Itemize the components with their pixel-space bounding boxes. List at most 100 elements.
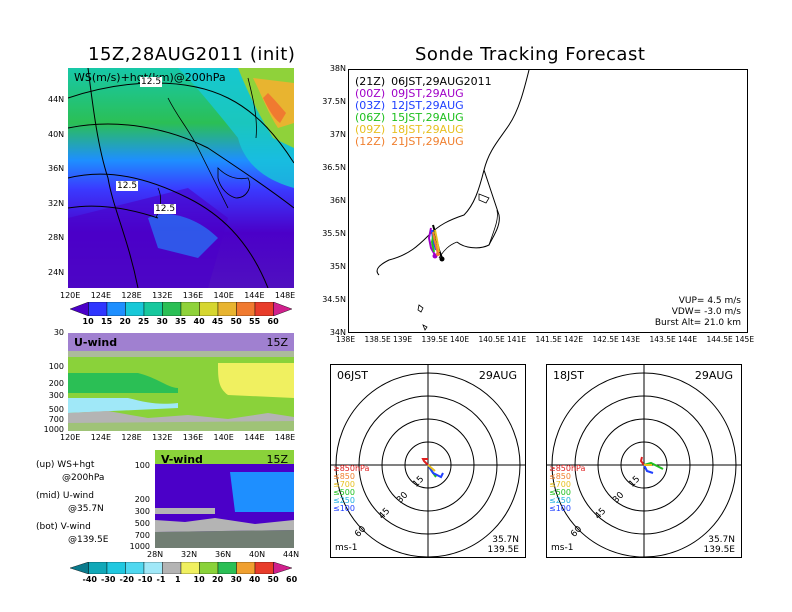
colorbar-swatch bbox=[180, 562, 200, 574]
lon-tick: 136E bbox=[182, 291, 204, 300]
colorbar-swatch bbox=[217, 562, 237, 574]
lon-tick: 148E bbox=[274, 433, 296, 442]
burst-alt-text: Burst Alt= 21.0 km bbox=[654, 318, 741, 328]
lon-tick: 141.5E bbox=[535, 335, 562, 344]
hodo-time: 18JST bbox=[553, 369, 584, 382]
hodograph-06jst: 06JST 29AUG 15 30 45 60 ≥850hPa ≤850 ≤700 ≤… bbox=[330, 364, 526, 558]
lat-tick: 35.5N bbox=[322, 229, 346, 238]
colorbar-value: 30 bbox=[156, 317, 168, 326]
colorbar-swatch bbox=[125, 302, 145, 316]
pressure-tick: 300 bbox=[134, 507, 150, 516]
lon-tick: 132E bbox=[152, 291, 173, 300]
pressure-level-label: ≤700 bbox=[333, 480, 355, 489]
lon-tick: 138E bbox=[336, 335, 356, 344]
track-legend-entry: (06Z) 15JST,29AUG bbox=[355, 112, 492, 123]
v-wind-time: 15Z bbox=[266, 453, 288, 466]
pressure-tick: 500 bbox=[48, 405, 64, 414]
hodo-levels: ≥850hPa ≤850 ≤700 ≤500 ≤250 ≤100 bbox=[549, 465, 585, 513]
pressure-tick: 200 bbox=[134, 495, 150, 504]
colorbar-swatch bbox=[254, 302, 274, 316]
u-wind-panel: U-wind 15Z bbox=[68, 333, 294, 431]
colorbar-value: 20 bbox=[212, 575, 224, 584]
pressure-level-label: ≤100 bbox=[549, 504, 571, 513]
colorbar-swatch bbox=[88, 562, 108, 574]
lon-tick: 142.5E bbox=[592, 335, 619, 344]
colorbar-swatch bbox=[106, 562, 126, 574]
lat-tick: 34N bbox=[329, 328, 346, 337]
ws-map-panel: WS(m/s)+hgt(km)@200hPa 12.5 12.5 12.5 bbox=[68, 68, 294, 288]
colorbar-swatch bbox=[70, 562, 89, 574]
hodograph-18jst: 18JST 29AUG 15 30 45 60 ≥850hPa ≤850 ≤700 ≤… bbox=[546, 364, 742, 558]
track-title: Sonde Tracking Forecast bbox=[415, 44, 646, 65]
colorbar-value: 35 bbox=[175, 317, 187, 326]
colorbar-swatch bbox=[217, 302, 237, 316]
lon-tick: 139E bbox=[393, 335, 413, 344]
lon-tick: 143E bbox=[621, 335, 641, 344]
lon-tick: 144.5E bbox=[706, 335, 733, 344]
legend-label: 12JST,29AUG bbox=[391, 99, 464, 112]
v-wind-panel: V-wind 15Z bbox=[155, 450, 294, 548]
hodo-lat: 35.7N bbox=[708, 535, 735, 545]
legend-code: (03Z) bbox=[355, 99, 386, 112]
legend-label: 09JST,29AUG bbox=[391, 87, 464, 100]
lat-tick: 38N bbox=[329, 64, 346, 73]
v-wind-plot bbox=[155, 450, 294, 548]
colorbar-swatch bbox=[70, 302, 89, 316]
pressure-tick: 1000 bbox=[43, 425, 64, 434]
note-bot-sub: @139.5E bbox=[68, 535, 109, 545]
track-legend-entry: (21Z) 06JST,29AUG2011 bbox=[355, 76, 492, 87]
lon-tick: 148E bbox=[274, 291, 296, 300]
colorbar-value: 45 bbox=[212, 317, 224, 326]
colorbar-value: 50 bbox=[230, 317, 242, 326]
ws-colorbar bbox=[70, 302, 292, 316]
hodo-time: 06JST bbox=[337, 369, 368, 382]
colorbar-value: 30 bbox=[230, 575, 242, 584]
hodograph-rings bbox=[547, 365, 741, 557]
colorbar-swatch bbox=[273, 302, 292, 316]
pressure-tick: 700 bbox=[134, 531, 150, 540]
lat-tick: 40N bbox=[249, 550, 266, 559]
hodo-lat: 35.7N bbox=[492, 535, 519, 545]
lon-tick: 128E bbox=[121, 291, 142, 300]
vup-text: VUP= 4.5 m/s bbox=[678, 296, 741, 306]
colorbar-swatch bbox=[162, 302, 182, 316]
pressure-level-label: ≤500 bbox=[549, 488, 571, 497]
lat-tick: 28N bbox=[48, 233, 65, 242]
lat-tick: 36N bbox=[48, 164, 65, 173]
ws-map bbox=[68, 68, 294, 288]
lon-tick: 145E bbox=[735, 335, 755, 344]
pressure-tick: 30 bbox=[53, 328, 64, 337]
colorbar-value: 60 bbox=[267, 317, 279, 326]
track-map-coastline bbox=[376, 70, 530, 331]
colorbar-swatch bbox=[125, 562, 145, 574]
lon-tick: 140E bbox=[213, 291, 234, 300]
pressure-level-label: ≥850hPa bbox=[549, 464, 586, 473]
colorbar-value: -30 bbox=[101, 575, 116, 584]
u-wind-time: 15Z bbox=[266, 336, 288, 349]
colorbar-value: 60 bbox=[286, 575, 298, 584]
lat-tick: 32N bbox=[48, 198, 65, 208]
colorbar-swatch bbox=[273, 562, 292, 574]
u-wind-label: U-wind bbox=[74, 336, 118, 349]
colorbar-swatch bbox=[88, 302, 108, 316]
colorbar-swatch bbox=[143, 302, 163, 316]
colorbar-swatch bbox=[199, 302, 219, 316]
hodograph-rings bbox=[331, 365, 525, 557]
lon-tick: 124E bbox=[90, 433, 112, 442]
colorbar-swatch bbox=[254, 562, 274, 574]
pressure-level-label: ≤100 bbox=[333, 504, 355, 513]
track-legend-entry: (00Z) 09JST,29AUG bbox=[355, 88, 492, 99]
legend-label: 06JST,29AUG2011 bbox=[391, 75, 492, 88]
colorbar-value: 55 bbox=[249, 317, 261, 326]
hodo-lon: 139.5E bbox=[487, 545, 519, 555]
note-mid: (mid) U-wind bbox=[36, 491, 94, 501]
lat-tick: 36N bbox=[215, 550, 232, 559]
note-mid-sub: @35.7N bbox=[68, 504, 104, 514]
pressure-tick: 500 bbox=[134, 519, 150, 528]
track-paths bbox=[427, 224, 445, 262]
lat-tick: 28N bbox=[147, 550, 164, 559]
contour-label: 12.5 bbox=[154, 204, 177, 214]
pressure-level-label: ≤500 bbox=[333, 488, 355, 497]
lat-tick: 44N bbox=[48, 95, 65, 104]
hodo-levels: ≥850hPa ≤850 ≤700 ≤500 ≤250 ≤100 bbox=[333, 465, 369, 513]
